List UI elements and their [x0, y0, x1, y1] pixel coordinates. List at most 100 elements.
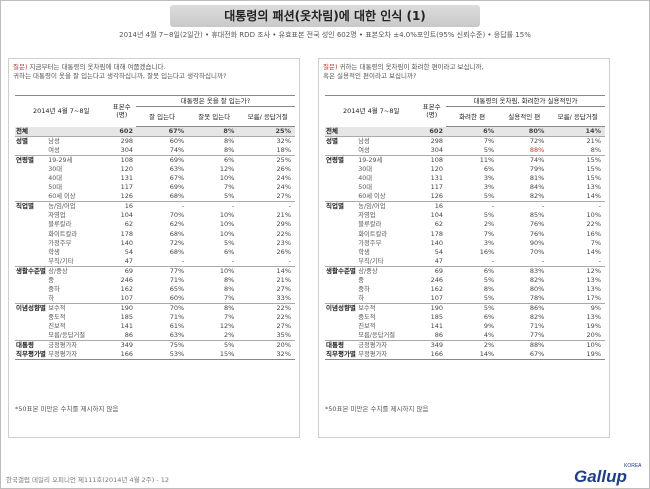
value-cell: 8% [188, 302, 241, 313]
value-cell: 24% [276, 183, 291, 192]
value-cell: 19% [550, 350, 605, 361]
value-cell: - [181, 256, 185, 265]
value-cell: 7% [224, 312, 235, 321]
logo-korea-text: KOREA [624, 463, 642, 469]
value-cell: 26% [276, 165, 291, 174]
question-label: 질문) [323, 63, 338, 71]
subgroup-label: 중 [358, 276, 364, 284]
table-row: 성별 남성 298 7% 72% 21% [325, 136, 605, 146]
subgroup-label: 농/임/어업 [358, 201, 418, 212]
date-header: 2014년 4월 7~8일 [325, 95, 418, 127]
subgroup-label: 60세 이상 [48, 193, 76, 201]
sample-size-cell: 190 [107, 302, 136, 313]
value-cell: 7% [590, 238, 601, 247]
sample-size-cell: 16 [417, 201, 446, 212]
question-line-1: 귀하는 대통령의 옷차림이 화려한 편이라고 보십니까, [339, 63, 484, 71]
table-row: 대통령 긍정평가자 349 75% 5% 20% [15, 340, 295, 351]
value-cell: 69% [169, 183, 185, 192]
table-row: 중 246 71% 8% 21% [15, 276, 295, 285]
value-cell: 7% [224, 183, 235, 192]
group-label [325, 331, 358, 341]
question-header: 대통령은 옷을 잘 입는가? [135, 95, 295, 107]
group-label [15, 146, 48, 156]
group-label [15, 192, 48, 202]
value-cell: 7% [224, 293, 235, 302]
value-cell: - [491, 256, 495, 265]
subgroup-label: 중하 [358, 285, 370, 293]
value-cell: 12% [550, 265, 605, 276]
value-cell: 8% [483, 284, 495, 293]
value-cell: 27% [276, 322, 291, 331]
value-cell: - [550, 201, 605, 212]
subgroup-label: 진보적 [358, 323, 376, 331]
subgroup-label: 진보적 [48, 323, 66, 331]
value-cell: 53% [135, 350, 189, 361]
subgroup-label: 자영업 [358, 212, 376, 220]
table-row: 직무평가별 부정평가자 166 14% 67% 19% [325, 350, 605, 361]
table-row: 연령별 19-29세 108 11% 74% 15% [325, 155, 605, 165]
value-cell: 3% [483, 174, 495, 183]
total-row: 전체 602 6% 80% 14% [325, 126, 605, 137]
footnote: *50표본 미만은 수치를 제시하지 않음 [15, 405, 119, 413]
value-cell: 16% [479, 247, 495, 256]
group-label [15, 220, 48, 229]
sample-size-cell: 126 [430, 192, 443, 201]
value-cell: 88% [498, 340, 551, 351]
value-cell: 82% [529, 192, 545, 201]
column-header: 실용적인 편 [498, 106, 551, 127]
table-row: 중하 162 8% 80% 13% [325, 285, 605, 294]
subgroup-label: 상/중상 [358, 265, 418, 276]
subgroup-label: 30대 [358, 166, 373, 174]
value-cell: 22% [276, 229, 291, 238]
value-cell: 25% [240, 126, 295, 137]
subgroup-label: 가정주부 [358, 239, 382, 247]
sample-size-cell: 141 [120, 322, 133, 331]
value-cell: 32% [240, 136, 295, 146]
group-label [15, 229, 48, 238]
sample-size-cell: 120 [120, 165, 133, 174]
value-cell: 72% [498, 136, 551, 146]
value-cell: 22% [276, 312, 291, 321]
group-label [325, 174, 358, 183]
footnote: *50표본 미만은 수치를 제시하지 않음 [325, 405, 429, 413]
value-cell: 5% [483, 211, 495, 220]
subgroup-label: 60세 이상 [358, 193, 386, 201]
table-body: 전체 602 67% 8% 25% 성별 남성 298 60% 8% 32% 여성 304 74% 8% 18… [15, 126, 295, 361]
table-row: 50대 117 69% 7% 24% [15, 183, 295, 192]
sample-size-cell: 16 [107, 201, 136, 212]
group-label [325, 165, 358, 174]
table-row: 무직/기타 47 - - - [15, 257, 295, 267]
value-cell: 10% [219, 220, 235, 229]
group-label: 전체 [325, 126, 359, 137]
group-label: 연령별 [15, 155, 49, 165]
value-cell: 23% [276, 238, 291, 247]
table-row: 블루칼라 62 62% 10% 29% [15, 220, 295, 229]
value-cell: 83% [498, 265, 551, 276]
table-row: 가정주부 140 72% 5% 23% [15, 239, 295, 248]
value-cell: 8% [188, 126, 241, 137]
value-cell: 8% [188, 136, 241, 146]
value-cell: 20% [586, 331, 601, 340]
subgroup-label: 상/중상 [48, 265, 108, 276]
value-cell: 14% [586, 192, 601, 201]
table-row: 생활수준별 상/중상 69 6% 83% 12% [325, 265, 605, 276]
value-cell: 22% [586, 220, 601, 229]
table-row: 진보적 141 9% 71% 19% [325, 322, 605, 331]
subgroup-label: 40대 [358, 175, 373, 183]
table-row: 직업별 농/임/어업 16- - - [325, 201, 605, 212]
value-cell: 68% [169, 247, 185, 256]
subgroup-label: 모름/응답거절 [358, 332, 396, 340]
sample-size-cell: 69 [417, 265, 446, 276]
value-cell: 14% [240, 265, 295, 276]
table-row: 중도적 185 6% 82% 13% [325, 313, 605, 322]
sample-size-cell: 298 [107, 136, 136, 146]
table-row: 중하 162 65% 8% 27% [15, 285, 295, 294]
sample-size-cell: 141 [430, 322, 443, 331]
subgroup-label: 무직/기타 [48, 257, 74, 265]
value-cell: 5% [483, 293, 495, 302]
page-title: 대통령의 패션(옷차림)에 대한 인식 (1) [170, 5, 480, 27]
table-row: 이념성향별 보수적 190 70% 8% 22% [15, 302, 295, 313]
sample-size-cell: 246 [430, 275, 443, 284]
subgroup-label: 블루칼라 [48, 221, 72, 229]
value-cell: 10% [219, 174, 235, 183]
